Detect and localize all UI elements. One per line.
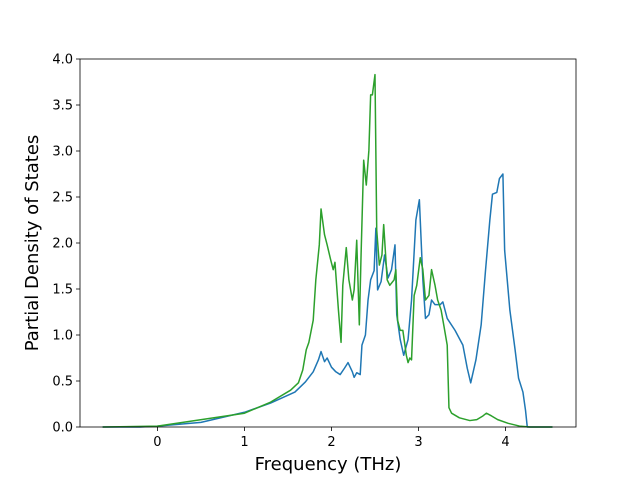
x-tick-label: 0 — [153, 435, 161, 450]
data-line — [102, 73, 553, 428]
y-tick-label: 2.5 — [52, 191, 73, 206]
y-tick-label: 1.0 — [52, 329, 73, 344]
x-tick-label: 2 — [327, 435, 335, 450]
y-tick-label: 0.0 — [52, 421, 73, 436]
y-axis-label: Partial Density of States — [22, 135, 43, 352]
y-tick-label: 3.0 — [52, 145, 73, 160]
x-tick-label: 4 — [501, 435, 509, 450]
y-tick-label: 1.5 — [52, 283, 73, 298]
y-tick-label: 2.0 — [52, 237, 73, 252]
x-tick-label: 3 — [414, 435, 422, 450]
y-tick-label: 0.5 — [52, 375, 73, 390]
plot-frame — [79, 58, 577, 428]
y-tick-label: 4.0 — [52, 53, 73, 68]
x-axis-label: Frequency (THz) — [255, 454, 402, 475]
data-line — [102, 173, 553, 428]
y-tick-label: 3.5 — [52, 99, 73, 114]
x-tick-label: 1 — [240, 435, 248, 450]
